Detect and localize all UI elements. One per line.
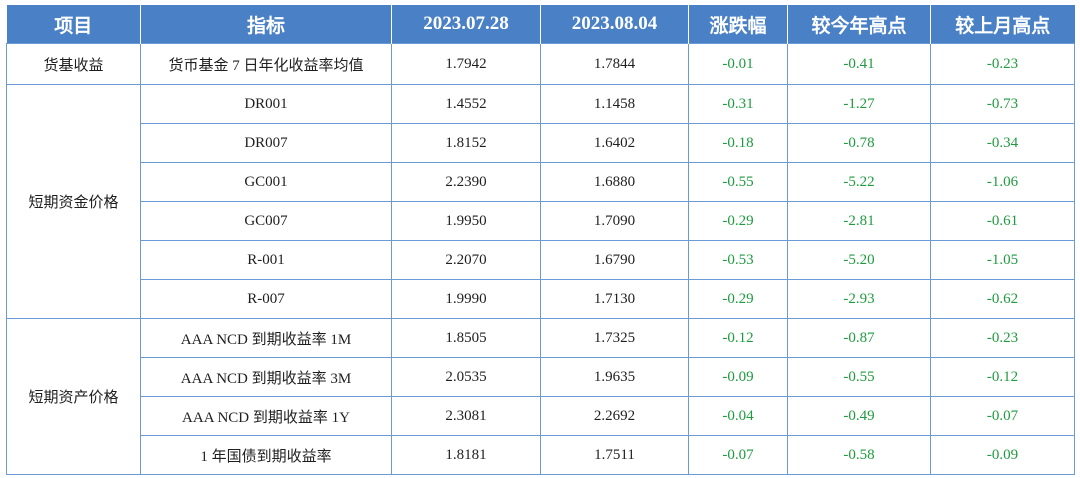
value-date-1-cell: 1.8181: [391, 435, 541, 475]
money-market-table-container: 项目 指标 2023.07.28 2023.08.04 涨跌幅 较今年高点 较上…: [6, 5, 1075, 475]
table-row: GC007 1.9950 1.7090 -0.29 -2.81 -0.61: [7, 201, 1075, 241]
change-cell: -0.29: [688, 201, 788, 241]
value-date-1-cell: 2.2070: [391, 240, 541, 280]
vs-month-high-cell: -1.05: [930, 240, 1075, 280]
indicator-cell: R-001: [140, 240, 392, 280]
header-change: 涨跌幅: [688, 5, 788, 44]
category-cell: 短期资产价格: [6, 318, 141, 475]
header-row: 项目 指标 2023.07.28 2023.08.04 涨跌幅 较今年高点 较上…: [6, 5, 1075, 44]
vs-year-high-cell: -0.78: [787, 123, 931, 163]
vs-year-high-cell: -2.93: [787, 279, 931, 319]
indicator-cell: AAA NCD 到期收益率 1Y: [140, 396, 392, 436]
value-date-2-cell: 1.9635: [540, 357, 689, 397]
vs-month-high-cell: -0.12: [930, 357, 1075, 397]
vs-year-high-cell: -1.27: [787, 84, 931, 124]
header-date-2: 2023.08.04: [540, 5, 689, 44]
vs-month-high-cell: -0.34: [930, 123, 1075, 163]
value-date-2-cell: 1.7844: [540, 43, 689, 85]
indicator-cell: AAA NCD 到期收益率 3M: [140, 357, 392, 397]
value-date-1-cell: 1.7942: [391, 43, 541, 85]
header-vs-last-month-high: 较上月高点: [930, 5, 1075, 44]
value-date-1-cell: 1.9990: [391, 279, 541, 319]
table-row: R-007 1.9990 1.7130 -0.29 -2.93 -0.62: [7, 279, 1075, 319]
value-date-1-cell: 2.0535: [391, 357, 541, 397]
vs-month-high-cell: -0.23: [930, 43, 1075, 85]
header-date-1: 2023.07.28: [391, 5, 541, 44]
value-date-2-cell: 1.7511: [540, 435, 689, 475]
value-date-1-cell: 2.2390: [391, 162, 541, 202]
value-date-2-cell: 1.6880: [540, 162, 689, 202]
vs-year-high-cell: -5.22: [787, 162, 931, 202]
change-cell: -0.07: [688, 435, 788, 475]
vs-year-high-cell: -0.55: [787, 357, 931, 397]
vs-month-high-cell: -1.06: [930, 162, 1075, 202]
value-date-1-cell: 1.8152: [391, 123, 541, 163]
indicator-cell: 1 年国债到期收益率: [140, 435, 392, 475]
indicator-cell: DR007: [140, 123, 392, 163]
change-cell: -0.55: [688, 162, 788, 202]
change-cell: -0.53: [688, 240, 788, 280]
value-date-2-cell: 1.1458: [540, 84, 689, 124]
vs-month-high-cell: -0.07: [930, 396, 1075, 436]
table-row: GC001 2.2390 1.6880 -0.55 -5.22 -1.06: [7, 162, 1075, 202]
table-header: 项目 指标 2023.07.28 2023.08.04 涨跌幅 较今年高点 较上…: [6, 5, 1075, 44]
vs-year-high-cell: -2.81: [787, 201, 931, 241]
vs-year-high-cell: -0.41: [787, 43, 931, 85]
value-date-1-cell: 1.9950: [391, 201, 541, 241]
category-cell: 货基收益: [6, 43, 141, 85]
table-row: 短期资金价格 DR001 1.4552 1.1458 -0.31 -1.27 -…: [6, 84, 1075, 319]
change-cell: -0.31: [688, 84, 788, 124]
table-body: 货基收益 货币基金 7 日年化收益率均值 1.7942 1.7844 -0.01…: [6, 43, 1075, 475]
value-date-2-cell: 1.6402: [540, 123, 689, 163]
change-cell: -0.04: [688, 396, 788, 436]
money-market-table: 项目 指标 2023.07.28 2023.08.04 涨跌幅 较今年高点 较上…: [6, 5, 1075, 475]
table-row: 短期资产价格 AAA NCD 到期收益率 1M 1.8505 1.7325 -0…: [6, 318, 1075, 475]
header-vs-year-high: 较今年高点: [787, 5, 931, 44]
value-date-2-cell: 1.7090: [540, 201, 689, 241]
change-cell: -0.09: [688, 357, 788, 397]
vs-year-high-cell: -0.87: [787, 318, 931, 358]
vs-month-high-cell: -0.23: [930, 318, 1075, 358]
indicator-cell: AAA NCD 到期收益率 1M: [140, 318, 392, 358]
vs-month-high-cell: -0.61: [930, 201, 1075, 241]
change-cell: -0.01: [688, 43, 788, 85]
vs-year-high-cell: -5.20: [787, 240, 931, 280]
change-cell: -0.18: [688, 123, 788, 163]
table-row: AAA NCD 到期收益率 1Y 2.3081 2.2692 -0.04 -0.…: [7, 396, 1075, 436]
header-item: 项目: [6, 5, 141, 44]
value-date-1-cell: 1.4552: [391, 84, 541, 124]
value-date-1-cell: 1.8505: [391, 318, 541, 358]
indicator-cell: R-007: [140, 279, 392, 319]
vs-month-high-cell: -0.73: [930, 84, 1075, 124]
change-cell: -0.29: [688, 279, 788, 319]
category-cell: 短期资金价格: [6, 84, 141, 319]
indicator-cell: GC001: [140, 162, 392, 202]
vs-year-high-cell: -0.49: [787, 396, 931, 436]
table-row: DR007 1.8152 1.6402 -0.18 -0.78 -0.34: [7, 123, 1075, 163]
value-date-2-cell: 1.7325: [540, 318, 689, 358]
value-date-2-cell: 1.6790: [540, 240, 689, 280]
table-row: 1 年国债到期收益率 1.8181 1.7511 -0.07 -0.58 -0.…: [7, 435, 1075, 475]
change-cell: -0.12: [688, 318, 788, 358]
vs-year-high-cell: -0.58: [787, 435, 931, 475]
indicator-cell: GC007: [140, 201, 392, 241]
value-date-2-cell: 2.2692: [540, 396, 689, 436]
vs-month-high-cell: -0.62: [930, 279, 1075, 319]
table-row: R-001 2.2070 1.6790 -0.53 -5.20 -1.05: [7, 240, 1075, 280]
indicator-cell: 货币基金 7 日年化收益率均值: [140, 43, 392, 85]
table-row: 货基收益 货币基金 7 日年化收益率均值 1.7942 1.7844 -0.01…: [6, 43, 1075, 85]
value-date-1-cell: 2.3081: [391, 396, 541, 436]
vs-month-high-cell: -0.09: [930, 435, 1075, 475]
table-row: AAA NCD 到期收益率 3M 2.0535 1.9635 -0.09 -0.…: [7, 357, 1075, 397]
indicator-cell: DR001: [140, 84, 392, 124]
header-indicator: 指标: [140, 5, 392, 44]
value-date-2-cell: 1.7130: [540, 279, 689, 319]
